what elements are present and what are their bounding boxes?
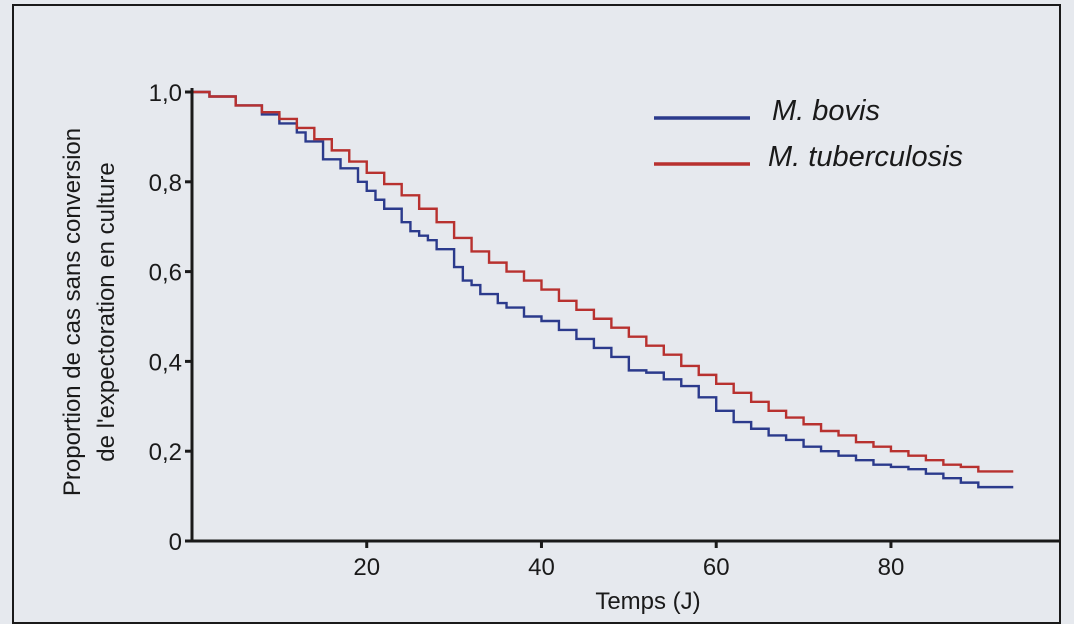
series-line-m-bovis bbox=[192, 90, 1014, 489]
x-tick-label: 60 bbox=[703, 554, 730, 581]
chart-frame bbox=[12, 4, 1061, 624]
x-tick-label: 40 bbox=[528, 554, 555, 581]
ticks-layer: 0 0,2 0,4 0,6 0,8 1,0 20 40 60 80 bbox=[149, 80, 905, 581]
y-tick-label: 0,8 bbox=[149, 170, 182, 197]
x-tick-label: 80 bbox=[878, 554, 905, 581]
y-tick-label: 1,0 bbox=[149, 80, 182, 107]
y-axis-label-line2: de l'expectoration en culture bbox=[93, 162, 120, 461]
y-axis-label-line1: Proportion de cas sans conversion bbox=[59, 128, 86, 496]
series-layer bbox=[192, 90, 1014, 489]
x-axis-label: Temps (J) bbox=[595, 588, 700, 615]
y-tick-label: 0,6 bbox=[149, 260, 182, 287]
legend: M. bovis M. tuberculosis bbox=[654, 95, 963, 173]
legend-label-m-bovis: M. bovis bbox=[772, 95, 880, 127]
y-tick-label: 0 bbox=[169, 529, 182, 556]
legend-label-m-tuberculosis: M. tuberculosis bbox=[768, 141, 963, 173]
y-tick-label: 0,4 bbox=[149, 349, 182, 376]
series-line-m-tuberculosis bbox=[192, 90, 1014, 473]
y-tick-label: 0,2 bbox=[149, 439, 182, 466]
x-tick-label: 20 bbox=[353, 554, 380, 581]
